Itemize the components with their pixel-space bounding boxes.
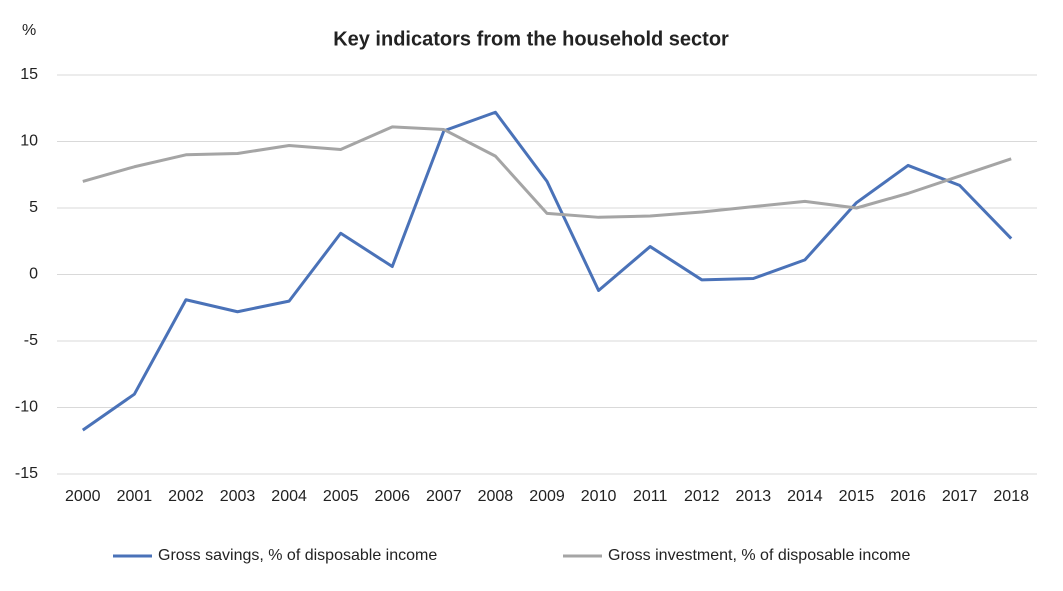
x-tick-label: 2000 — [65, 488, 101, 505]
x-tick-label: 2016 — [890, 488, 926, 505]
x-tick-label: 2014 — [787, 488, 823, 505]
x-tick-label: 2006 — [374, 488, 410, 505]
legend-label: Gross savings, % of disposable income — [158, 547, 437, 564]
series-line — [82, 125, 1012, 219]
y-tick-label: 10 — [20, 133, 38, 150]
chart-title: Key indicators from the household sector — [333, 28, 729, 50]
x-tick-label: 2001 — [117, 488, 153, 505]
x-tick-label: 2008 — [478, 488, 514, 505]
x-tick-label: 2015 — [839, 488, 875, 505]
x-tick-label: 2003 — [220, 488, 256, 505]
y-tick-label: -5 — [24, 332, 38, 349]
series-line — [81, 110, 1013, 432]
y-tick-label: -10 — [15, 399, 38, 416]
x-tick-label: 2011 — [633, 488, 668, 505]
x-tick-label: 2018 — [993, 488, 1029, 505]
x-tick-label: 2005 — [323, 488, 359, 505]
x-tick-label: 2013 — [736, 488, 772, 505]
x-tick-label: 2009 — [529, 488, 565, 505]
x-tick-label: 2004 — [271, 488, 307, 505]
x-tick-label: 2007 — [426, 488, 462, 505]
x-tick-label: 2002 — [168, 488, 204, 505]
y-tick-label: 5 — [29, 199, 38, 216]
y-unit: % — [22, 22, 36, 39]
legend-label: Gross investment, % of disposable income — [608, 547, 910, 564]
y-tick-label: 15 — [20, 66, 38, 83]
y-tick-label: -15 — [15, 465, 38, 482]
x-tick-label: 2017 — [942, 488, 978, 505]
x-tick-label: 2010 — [581, 488, 617, 505]
x-tick-label: 2012 — [684, 488, 720, 505]
y-tick-label: 0 — [29, 266, 38, 283]
